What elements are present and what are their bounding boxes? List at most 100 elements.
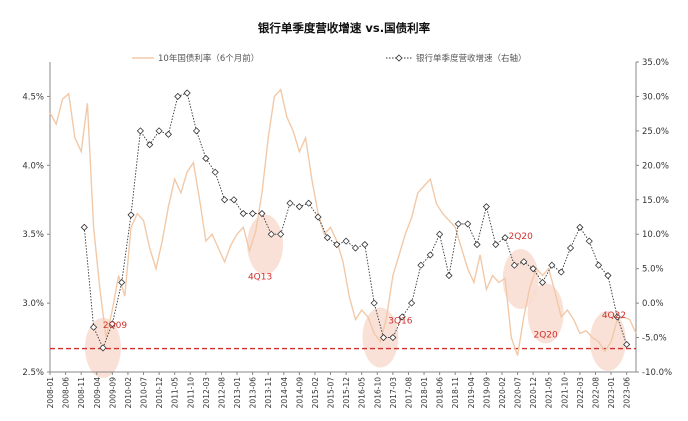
x-tick-label: 2020-07 [514, 377, 523, 409]
series-bank-revenue-line [83, 92, 628, 350]
series-bank-revenue-point [314, 213, 322, 221]
series-bank-revenue-point [220, 196, 229, 204]
series-bank-revenue-point [623, 340, 631, 349]
x-tick-label: 2013-01 [233, 377, 242, 409]
series-bank-revenue-point [146, 141, 154, 149]
x-tick-label: 2022-08 [591, 377, 600, 409]
x-tick-label: 2015-12 [342, 377, 351, 409]
x-tick-label: 2009-04 [93, 377, 102, 409]
annotation-label-4: 2Q20 [533, 330, 558, 340]
x-tick-label: 2010-02 [124, 377, 133, 409]
annotation-highlight-3 [502, 249, 539, 309]
annotation-label-2: 3Q16 [388, 317, 413, 327]
series-bond-yield-line [49, 88, 637, 356]
series-bank-revenue-point [155, 127, 163, 135]
x-tick-label: 2018-11 [451, 377, 460, 409]
series-bank-revenue-point [576, 223, 584, 231]
right-tick-label: 30.0% [642, 92, 669, 102]
series-bank-revenue-point [361, 240, 369, 249]
x-tick-label: 2014-09 [295, 377, 304, 409]
x-tick-label: 2016-10 [373, 377, 382, 409]
series-bank-revenue-point [557, 268, 565, 276]
x-tick-label: 2008-01 [46, 377, 55, 409]
series-bank-revenue-point [323, 234, 331, 242]
series-bank-revenue-point [286, 199, 294, 207]
chart-title: 银行单季度营收增速 vs.国债利率 [257, 21, 431, 35]
series-bank-revenue-point [454, 220, 462, 228]
x-tick-label: 2020-12 [529, 377, 538, 409]
x-tick-label: 2018-06 [436, 377, 445, 409]
x-tick-label: 2011-10 [186, 377, 195, 409]
series-bank-revenue-point [445, 271, 453, 280]
right-tick-label: 20.0% [642, 161, 669, 171]
series-bank-revenue-point [295, 203, 303, 211]
x-tick-label: 2019-04 [467, 377, 476, 409]
legend-label-bond-yield: 10年国债利率（6个月前） [158, 53, 259, 64]
series-bank-revenue-point [548, 261, 556, 269]
series-bank-revenue-point [595, 261, 603, 269]
right-tick-label: 0.0% [642, 299, 664, 309]
x-tick-label: 2021-10 [560, 377, 569, 409]
x-tick-label: 2012-08 [217, 377, 226, 409]
annotation-label-5: 4Q22 [602, 311, 626, 321]
right-tick-label: -10.0% [642, 368, 672, 378]
right-tick-label: 25.0% [642, 127, 669, 137]
left-tick-label: 2.5% [22, 368, 44, 378]
series-bank-revenue-point [277, 230, 285, 238]
x-tick-label: 2011-05 [171, 377, 180, 409]
series-bank-revenue-point [164, 130, 173, 138]
series-bank-revenue-point [342, 237, 350, 245]
series-bank-revenue-point [230, 196, 238, 204]
x-tick-label: 2017-08 [404, 377, 413, 409]
series-bank-revenue-point [99, 344, 107, 352]
left-tick-label: 4.5% [22, 92, 44, 102]
x-tick-label: 2022-03 [576, 377, 585, 409]
series-bank-revenue-point [520, 258, 528, 266]
x-tick-label: 2023-01 [607, 377, 616, 409]
left-tick-label: 3.5% [22, 230, 44, 240]
legend-marker-bank-revenue [395, 54, 403, 62]
series-bank-revenue-point [464, 220, 472, 228]
x-tick-label: 2010-12 [155, 377, 164, 409]
legend-label-bank-revenue: 银行单季度营收增速（右轴） [416, 53, 527, 64]
annotation-highlight-4 [527, 283, 564, 344]
series-bank-revenue-point [510, 261, 519, 269]
x-tick-label: 2019-09 [482, 377, 491, 409]
right-tick-label: 10.0% [642, 230, 669, 240]
annotation-label-0: 2Q09 [103, 321, 128, 331]
series-bank-revenue-point [249, 209, 257, 218]
series-bank-revenue-point [482, 203, 490, 211]
x-tick-label: 2014-04 [280, 377, 289, 409]
series-bank-revenue-point [211, 168, 219, 176]
x-tick-label: 2016-05 [358, 377, 367, 409]
series-bank-revenue-point [192, 127, 201, 135]
series-bank-revenue-point [333, 240, 341, 249]
series-bank-revenue-point [351, 244, 360, 252]
x-tick-label: 2012-03 [202, 377, 211, 409]
series-bank-revenue-point [379, 333, 388, 342]
annotation-label-3: 2Q20 [509, 232, 534, 242]
series-bank-revenue-point [108, 320, 116, 328]
series-bank-revenue-point [604, 271, 612, 280]
x-tick-label: 2021-05 [545, 377, 554, 409]
series-bank-revenue-point [436, 230, 444, 238]
x-tick-label: 2010-07 [140, 377, 149, 409]
series-bank-revenue-point [538, 278, 547, 287]
series-bank-revenue-point [417, 261, 425, 269]
series-bank-revenue-point [492, 240, 500, 249]
x-tick-label: 2013-11 [264, 377, 273, 409]
x-tick-label: 2017-03 [389, 377, 398, 409]
series-bank-revenue-point [370, 299, 378, 307]
series-bank-revenue-point [529, 265, 537, 273]
series-bank-revenue-point [613, 313, 621, 321]
right-tick-label: -5.0% [642, 334, 667, 344]
annotation-label-1: 4Q13 [248, 273, 272, 283]
x-tick-label: 2015-07 [327, 377, 336, 409]
x-tick-label: 2018-01 [420, 377, 429, 409]
series-bank-revenue-point [501, 234, 509, 242]
series-bank-revenue-point [398, 313, 406, 321]
series-bank-revenue-point [183, 89, 191, 97]
series-bank-revenue-point [239, 209, 247, 218]
